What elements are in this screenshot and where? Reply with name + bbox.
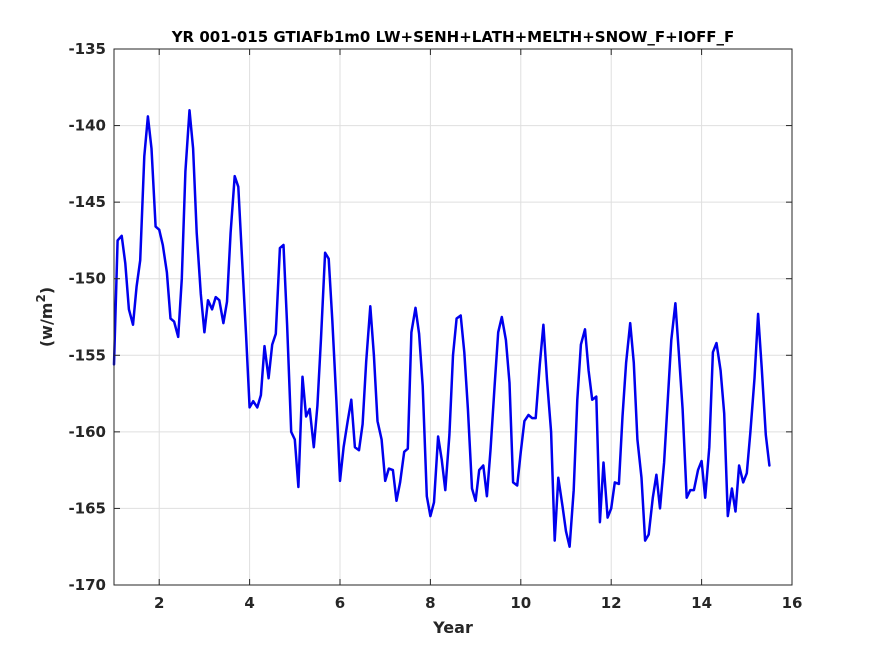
- y-tick-label: -170: [68, 576, 106, 594]
- x-tick-label: 6: [335, 594, 345, 612]
- y-tick-label: -155: [68, 346, 106, 364]
- y-axis-title-close: ): [37, 287, 56, 294]
- y-tick-labels: -170 -165 -160 -155 -150 -145 -140 -135: [68, 40, 106, 594]
- series-line: [112, 109, 771, 548]
- ticks: [114, 48, 793, 586]
- x-tick-label: 12: [601, 594, 622, 612]
- series-layer: [112, 109, 771, 548]
- y-tick-label: -150: [68, 270, 106, 288]
- y-tick-label: -140: [68, 117, 106, 135]
- y-tick-label: -160: [68, 423, 106, 441]
- y-axis-title-superscript: 2: [34, 294, 48, 302]
- plot-frame: [113, 48, 793, 586]
- x-tick-label: 16: [782, 594, 803, 612]
- plot-area: [114, 49, 792, 585]
- y-tick-label: -165: [68, 499, 106, 517]
- chart-title: YR 001-015 GTIAFb1m0 LW+SENH+LATH+MELTH+…: [171, 28, 735, 46]
- y-tick-label: -145: [68, 193, 106, 211]
- x-tick-label: 14: [691, 594, 712, 612]
- x-tick-label: 10: [510, 594, 531, 612]
- x-tick-label: 8: [425, 594, 435, 612]
- y-axis-title: (w/m2): [34, 287, 56, 347]
- y-tick-label: -135: [68, 40, 106, 58]
- x-axis-title: Year: [432, 618, 473, 637]
- y-axis-title-main: (w/m: [37, 303, 56, 348]
- x-tick-label: 2: [154, 594, 164, 612]
- x-tick-label: 4: [244, 594, 254, 612]
- x-tick-labels: 2 4 6 8 10 12 14 16: [154, 594, 802, 612]
